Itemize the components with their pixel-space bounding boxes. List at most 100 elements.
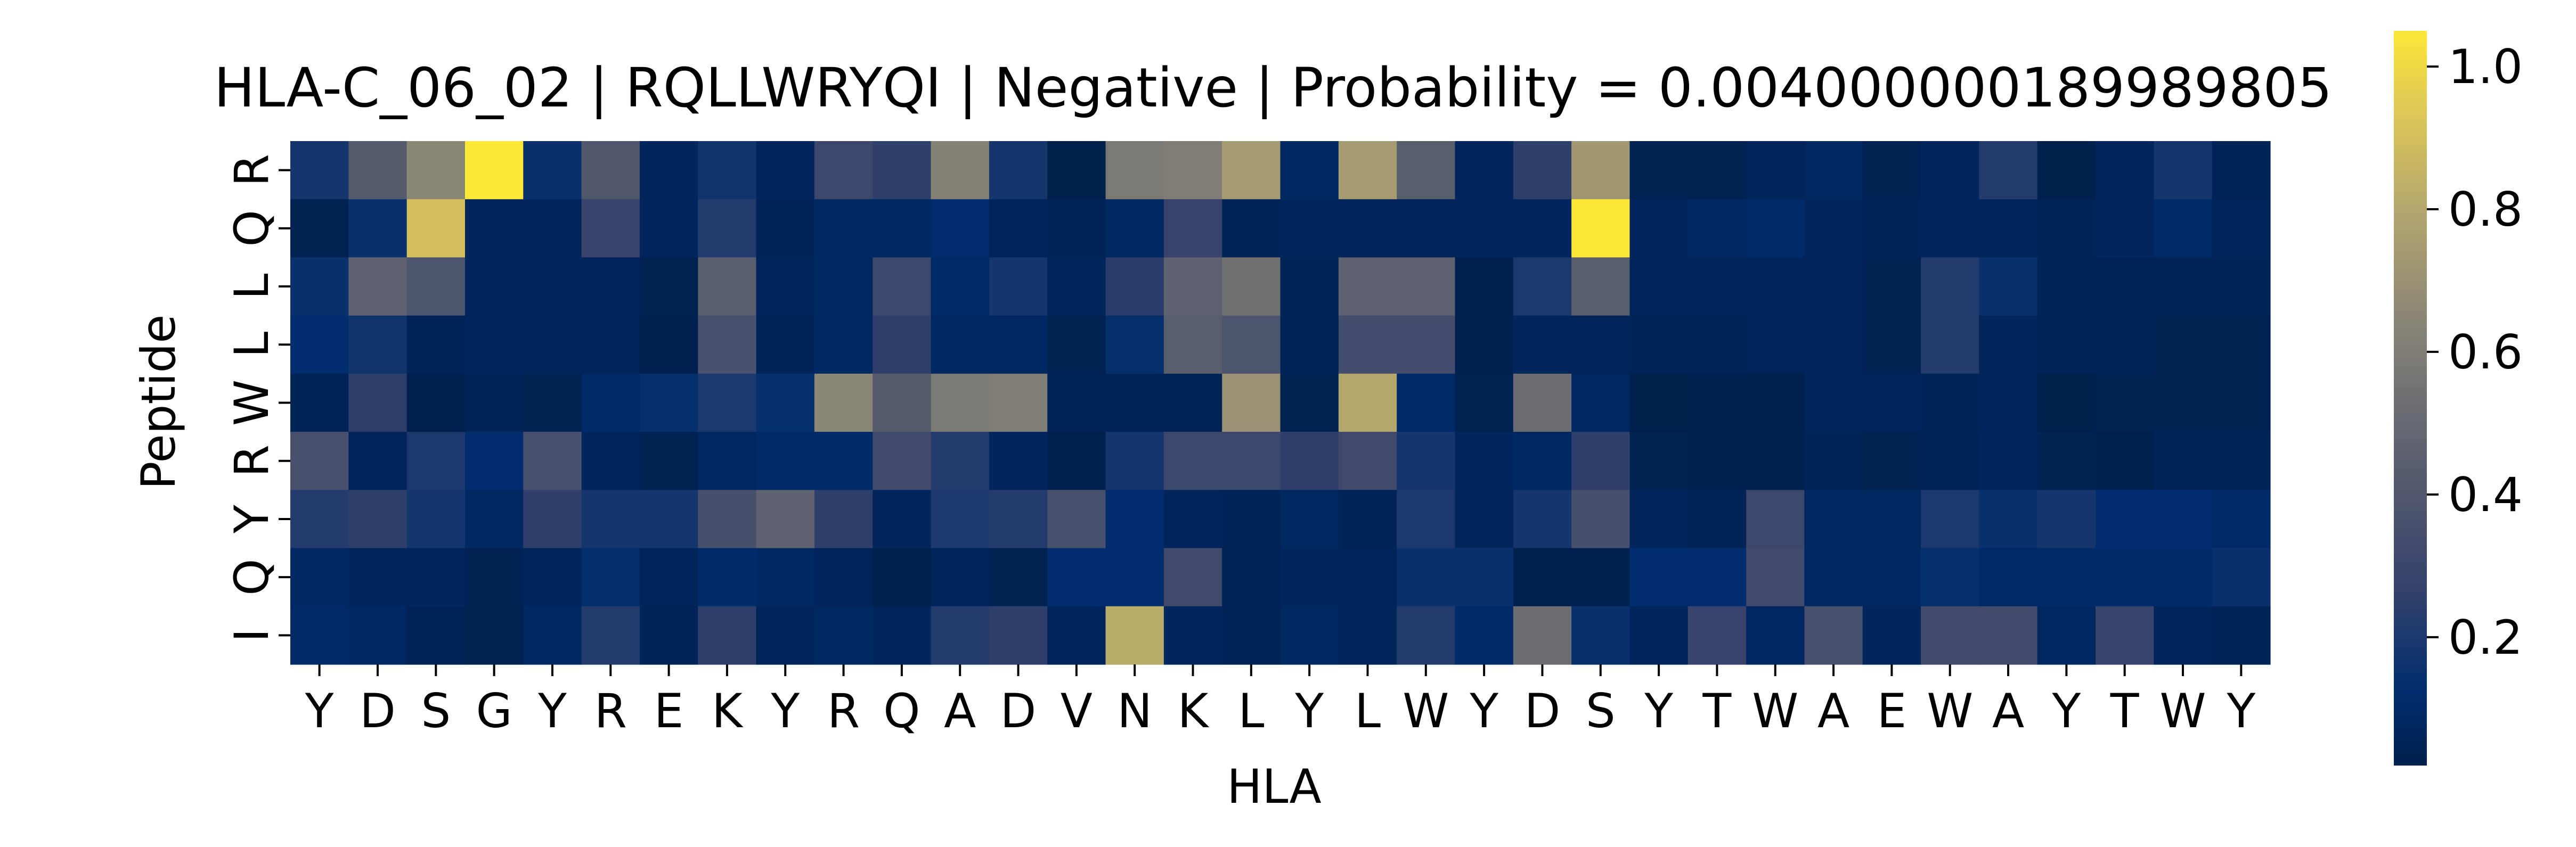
heatmap-cell [756, 199, 815, 258]
x-tick-label: G [476, 684, 512, 738]
heatmap-cell [406, 548, 466, 607]
heatmap-cell [756, 490, 815, 549]
heatmap-cell [2037, 199, 2096, 258]
heatmap-cell [873, 373, 932, 432]
heatmap-cell [2212, 257, 2271, 316]
heatmap-cell [2212, 373, 2271, 432]
y-tick-label: I [224, 628, 279, 642]
heatmap-cell [1163, 257, 1222, 316]
heatmap-cell [581, 606, 640, 665]
heatmap-cell [1979, 315, 2038, 374]
heatmap-cell [2212, 548, 2271, 607]
x-tick-label: A [944, 684, 976, 738]
heatmap-cell [1921, 257, 1979, 316]
heatmap-cell [989, 373, 1048, 432]
heatmap-cell [1455, 432, 1514, 490]
heatmap-cell [1280, 548, 1339, 607]
x-tick-label: E [654, 684, 684, 738]
heatmap-cell [1804, 141, 1863, 200]
heatmap-cell [1979, 490, 2038, 549]
heatmap-cell [1746, 315, 1805, 374]
heatmap-cell [2096, 606, 2154, 665]
x-tick-label: W [1403, 684, 1449, 738]
heatmap-cell [523, 432, 582, 490]
heatmap-cell [2154, 548, 2213, 607]
heatmap-cell [1979, 199, 2038, 258]
heatmap-cell [1688, 606, 1747, 665]
heatmap-cell [698, 257, 757, 316]
heatmap-cell [1804, 373, 1863, 432]
heatmap-cell [1280, 315, 1339, 374]
heatmap-cell [464, 548, 524, 607]
heatmap-cell [1513, 315, 1572, 374]
x-tick-label: T [2110, 684, 2140, 738]
heatmap-cell [1921, 432, 1979, 490]
x-tick-label: N [1117, 684, 1152, 738]
heatmap-cell [1455, 199, 1514, 258]
heatmap-cell [814, 257, 873, 316]
heatmap-cell [1746, 199, 1805, 258]
heatmap-cell [2212, 315, 2271, 374]
heatmap-cell [1629, 490, 1689, 549]
chart-title: HLA-C_06_02 | RQLLWRYQI | Negative | Pro… [214, 56, 2333, 120]
heatmap-cell [1862, 373, 1921, 432]
heatmap-cell [1571, 606, 1631, 665]
heatmap-cell [523, 315, 582, 374]
heatmap-cell [348, 257, 407, 316]
heatmap-cell [348, 141, 407, 200]
heatmap-cell [464, 432, 524, 490]
x-axis-label: HLA [1227, 759, 1321, 814]
heatmap-cell [639, 432, 698, 490]
heatmap-cell [1513, 432, 1572, 490]
heatmap-cell [1571, 432, 1631, 490]
x-tick-label: R [594, 684, 627, 738]
heatmap-cell [1513, 141, 1572, 200]
heatmap-cell [1280, 373, 1339, 432]
heatmap-cell [406, 432, 466, 490]
y-tick-label: L [224, 274, 279, 300]
heatmap-cell [2154, 373, 2213, 432]
x-tick-label: W [2160, 684, 2206, 738]
heatmap-cell [406, 490, 466, 549]
heatmap-cell [1746, 373, 1805, 432]
heatmap-cell [581, 257, 640, 316]
heatmap-cell [1338, 490, 1397, 549]
heatmap-cell [581, 373, 640, 432]
x-tick-label: K [1178, 684, 1210, 738]
heatmap-cell [814, 141, 873, 200]
heatmap-cell [1746, 257, 1805, 316]
heatmap-cell [1746, 432, 1805, 490]
x-tick-label: W [1752, 684, 1798, 738]
heatmap-cell [1222, 548, 1281, 607]
heatmap-cell [698, 315, 757, 374]
heatmap-cell [989, 257, 1048, 316]
heatmap-cell [1979, 432, 2038, 490]
heatmap-cell [931, 548, 990, 607]
heatmap-cell [1862, 199, 1921, 258]
heatmap-cell [1455, 490, 1514, 549]
heatmap-cell [1862, 548, 1921, 607]
heatmap-cell [756, 257, 815, 316]
heatmap-cell [406, 257, 466, 316]
x-tick-label: T [1702, 684, 1732, 738]
heatmap-cell [1513, 373, 1572, 432]
heatmap-cell [1979, 257, 2038, 316]
heatmap-cell [1222, 490, 1281, 549]
heatmap-cell [1047, 606, 1106, 665]
x-tick-label: L [1238, 684, 1264, 738]
heatmap-cell [2154, 257, 2213, 316]
heatmap-cell [931, 432, 990, 490]
heatmap-cell [1397, 548, 1456, 607]
heatmap-cell [2037, 490, 2096, 549]
heatmap-cell [698, 606, 757, 665]
colorbar [2394, 31, 2427, 766]
y-axis-label: Peptide [131, 315, 186, 490]
x-tick-label: A [1992, 684, 2024, 738]
heatmap-cell [581, 548, 640, 607]
heatmap-cell [348, 490, 407, 549]
heatmap-cell [1222, 432, 1281, 490]
heatmap-cell [290, 315, 349, 374]
heatmap-cell [2096, 432, 2154, 490]
heatmap-cell [698, 490, 757, 549]
heatmap-cell [2037, 432, 2096, 490]
